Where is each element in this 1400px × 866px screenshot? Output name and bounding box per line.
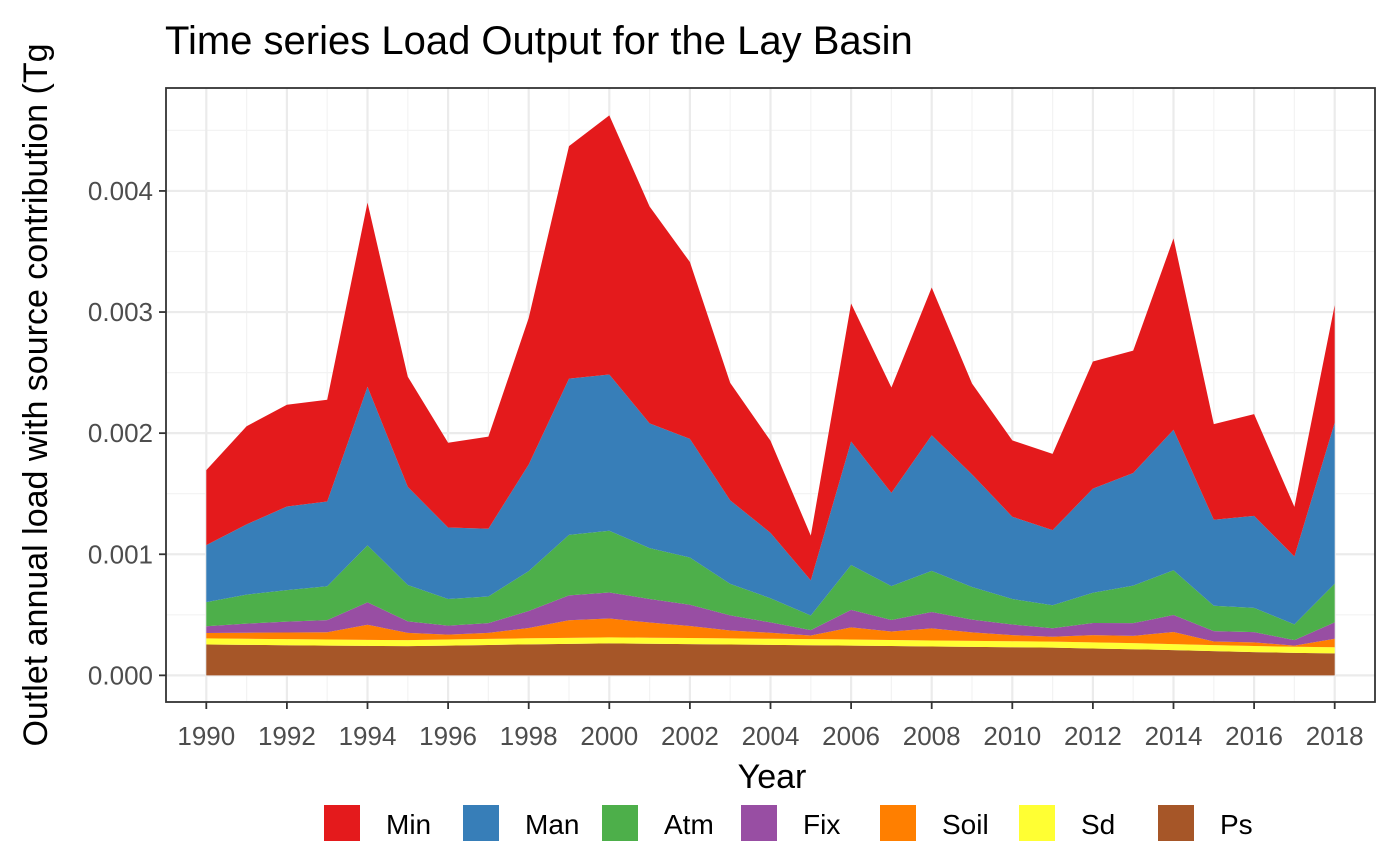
x-tick-label: 2016 bbox=[1225, 721, 1283, 751]
x-tick-label: 1994 bbox=[339, 721, 397, 751]
area-man bbox=[206, 374, 1335, 625]
area-min bbox=[206, 115, 1335, 581]
legend-key-soil bbox=[880, 805, 916, 841]
area-soil bbox=[206, 618, 1335, 648]
legend-label-min: Min bbox=[386, 809, 431, 840]
legend-label-soil: Soil bbox=[942, 809, 989, 840]
legend: Min Man Atm Fix Soil Sd Ps bbox=[324, 805, 1253, 841]
x-tick-label: 2014 bbox=[1145, 721, 1203, 751]
area-fix bbox=[206, 592, 1335, 646]
x-tick-label: 2010 bbox=[983, 721, 1041, 751]
x-tick-label: 2012 bbox=[1064, 721, 1122, 751]
legend-key-fix bbox=[741, 805, 777, 841]
area-atm bbox=[206, 530, 1335, 641]
x-tick-label: 1996 bbox=[419, 721, 477, 751]
legend-label-man: Man bbox=[525, 809, 579, 840]
legend-key-atm bbox=[602, 805, 638, 841]
legend-key-min bbox=[324, 805, 360, 841]
legend-key-man bbox=[463, 805, 499, 841]
stacked-areas bbox=[206, 115, 1335, 676]
area-ps bbox=[206, 643, 1335, 676]
legend-label-ps: Ps bbox=[1220, 809, 1253, 840]
y-axis: 0.000 0.001 0.002 0.003 0.004 bbox=[88, 176, 166, 690]
x-tick-label: 1990 bbox=[177, 721, 235, 751]
x-axis: 1990 1992 1994 1996 1998 2000 2002 2004 2006 2008… bbox=[177, 702, 1364, 751]
legend-key-sd bbox=[1019, 805, 1055, 841]
x-tick-label: 2002 bbox=[661, 721, 719, 751]
x-tick-label: 1998 bbox=[500, 721, 558, 751]
chart-title: Time series Load Output for the Lay Basi… bbox=[165, 19, 913, 63]
x-tick-label: 2008 bbox=[903, 721, 961, 751]
x-axis-title: Year bbox=[738, 758, 807, 796]
x-tick-label: 2018 bbox=[1306, 721, 1364, 751]
x-tick-label: 2004 bbox=[742, 721, 800, 751]
area-sd bbox=[206, 637, 1335, 654]
y-tick-label: 0.004 bbox=[88, 176, 153, 206]
x-tick-label: 2006 bbox=[822, 721, 880, 751]
legend-label-sd: Sd bbox=[1081, 809, 1115, 840]
y-tick-label: 0.003 bbox=[88, 297, 153, 327]
x-tick-label: 2000 bbox=[580, 721, 638, 751]
y-tick-label: 0.000 bbox=[88, 660, 153, 690]
y-tick-label: 0.002 bbox=[88, 418, 153, 448]
y-axis-title: Outlet annual load with source contribut… bbox=[17, 43, 55, 746]
legend-label-atm: Atm bbox=[664, 809, 714, 840]
legend-key-ps bbox=[1158, 805, 1194, 841]
y-tick-label: 0.001 bbox=[88, 539, 153, 569]
x-tick-label: 1992 bbox=[258, 721, 316, 751]
legend-label-fix: Fix bbox=[803, 809, 840, 840]
